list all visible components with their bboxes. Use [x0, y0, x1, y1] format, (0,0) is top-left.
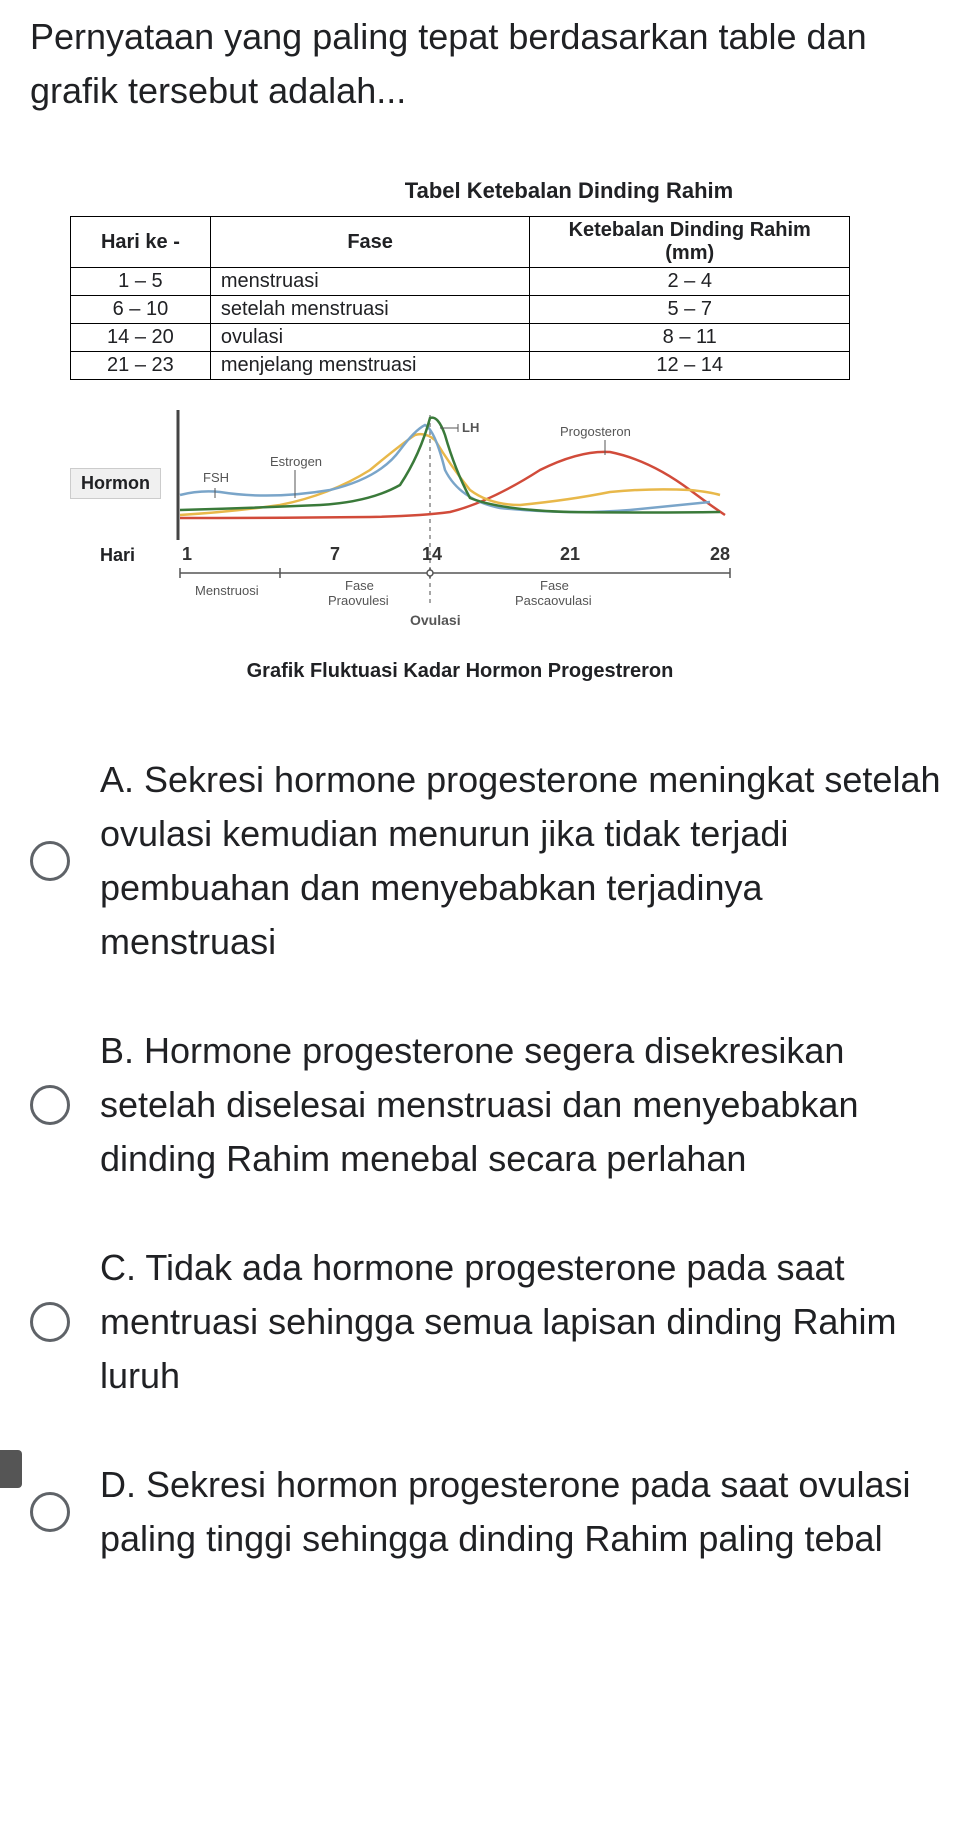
option-b-text: B. Hormone progesterone segera disekresi…: [100, 1024, 948, 1186]
question-text: Pernyataan yang paling tepat berdasarkan…: [30, 10, 948, 118]
cell-fase: ovulasi: [210, 324, 530, 352]
fsh-label: FSH: [203, 470, 229, 485]
th-hari: Hari ke -: [71, 217, 211, 268]
cell-hari: 6 – 10: [71, 296, 211, 324]
x-tick: 21: [560, 544, 580, 564]
phase-praovulasi-l2: Praovulesi: [328, 593, 389, 608]
phase-pascaovulasi-l1: Fase: [540, 578, 569, 593]
chart-section: Hormon Hari 1 7 14 21 28: [70, 410, 770, 683]
th-ketebalan-l2: (mm): [665, 242, 714, 264]
th-ketebalan-l1: Ketebalan Dinding Rahim: [569, 219, 811, 241]
option-c-text: C. Tidak ada hormone progesterone pada s…: [100, 1241, 948, 1403]
th-ketebalan: Ketebalan Dinding Rahim (mm): [530, 217, 850, 268]
phase-ovulasi: Ovulasi: [410, 612, 461, 628]
cell-hari: 14 – 20: [71, 324, 211, 352]
table-title: Tabel Ketebalan Dinding Rahim: [190, 178, 948, 204]
radio-icon[interactable]: [30, 841, 70, 881]
cell-fase: menstruasi: [210, 268, 530, 296]
option-c[interactable]: C. Tidak ada hormone progesterone pada s…: [30, 1241, 948, 1403]
cell-ketebalan: 5 – 7: [530, 296, 850, 324]
estrogen-label: Estrogen: [270, 454, 322, 469]
x-tick: 7: [330, 544, 340, 564]
thickness-table: Hari ke - Fase Ketebalan Dinding Rahim (…: [70, 216, 850, 380]
cell-hari: 21 – 23: [71, 352, 211, 380]
cell-ketebalan: 12 – 14: [530, 352, 850, 380]
y-axis-label: Hormon: [70, 468, 161, 499]
hormone-chart: Hormon Hari 1 7 14 21 28: [70, 410, 770, 640]
option-a-text: A. Sekresi hormone progesterone meningka…: [100, 753, 948, 969]
table-header-row: Hari ke - Fase Ketebalan Dinding Rahim (…: [71, 217, 850, 268]
progesteron-label: Progosteron: [560, 424, 631, 439]
cell-fase: setelah menstruasi: [210, 296, 530, 324]
table-section: Tabel Ketebalan Dinding Rahim Hari ke - …: [70, 178, 948, 380]
radio-icon[interactable]: [30, 1492, 70, 1532]
chart-svg: 1 7 14 21 28 Menstruosi Fase Praovulesi …: [70, 410, 770, 640]
option-a[interactable]: A. Sekresi hormone progesterone meningka…: [30, 753, 948, 969]
estrogen-curve: [180, 434, 720, 515]
radio-icon[interactable]: [30, 1085, 70, 1125]
radio-icon[interactable]: [30, 1302, 70, 1342]
x-axis-label: Hari: [100, 545, 135, 566]
option-b[interactable]: B. Hormone progesterone segera disekresi…: [30, 1024, 948, 1186]
options-list: A. Sekresi hormone progesterone meningka…: [30, 753, 948, 1566]
option-d[interactable]: D. Sekresi hormon progesterone pada saat…: [30, 1458, 948, 1566]
phase-pascaovulasi-l2: Pascaovulasi: [515, 593, 592, 608]
chart-caption: Grafik Fluktuasi Kadar Hormon Progestrer…: [150, 660, 770, 683]
table-row: 1 – 5 menstruasi 2 – 4: [71, 268, 850, 296]
option-d-text: D. Sekresi hormon progesterone pada saat…: [100, 1458, 948, 1566]
table-row: 6 – 10 setelah menstruasi 5 – 7: [71, 296, 850, 324]
ovulation-marker: [427, 570, 433, 576]
th-fase: Fase: [210, 217, 530, 268]
phase-praovulasi-l1: Fase: [345, 578, 374, 593]
cell-hari: 1 – 5: [71, 268, 211, 296]
cell-ketebalan: 2 – 4: [530, 268, 850, 296]
lh-label: LH: [462, 420, 479, 435]
x-tick: 1: [182, 544, 192, 564]
table-row: 21 – 23 menjelang menstruasi 12 – 14: [71, 352, 850, 380]
alert-tab-icon[interactable]: [0, 1450, 22, 1488]
phase-menstruasi: Menstruosi: [195, 583, 259, 598]
cell-ketebalan: 8 – 11: [530, 324, 850, 352]
cell-fase: menjelang menstruasi: [210, 352, 530, 380]
x-tick: 28: [710, 544, 730, 564]
x-tick: 14: [422, 544, 442, 564]
table-row: 14 – 20 ovulasi 8 – 11: [71, 324, 850, 352]
